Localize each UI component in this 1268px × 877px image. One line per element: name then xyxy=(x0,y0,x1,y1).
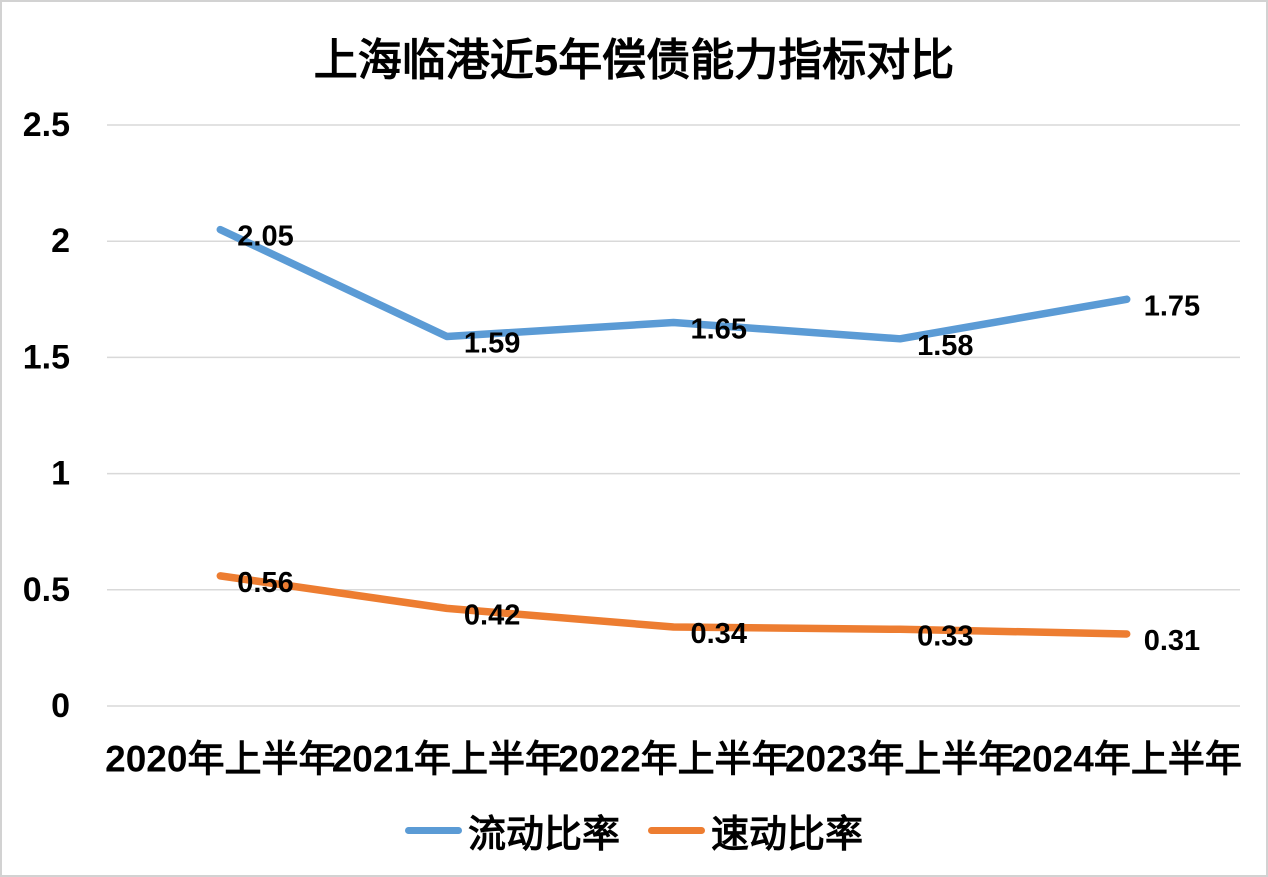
legend-label-current-ratio: 流动比率 xyxy=(467,813,620,856)
data-label-current-ratio: 1.75 xyxy=(1144,290,1200,322)
legend-line-swatch-current-ratio xyxy=(404,826,462,834)
x-axis-label: 2020年上半年 xyxy=(105,739,335,780)
data-label-quick-ratio: 0.31 xyxy=(1144,625,1200,657)
series-line-current-ratio xyxy=(216,225,1131,343)
data-label-quick-ratio: 0.33 xyxy=(917,620,973,652)
x-axis-label: 2022年上半年 xyxy=(558,739,788,780)
data-label-current-ratio: 1.59 xyxy=(464,327,520,359)
series-line-quick-ratio xyxy=(216,572,1131,638)
data-label-current-ratio: 2.05 xyxy=(237,221,293,253)
y-axis-tick-label: 0.5 xyxy=(23,571,70,609)
legend-item-quick-ratio: 速动比率 xyxy=(648,803,863,858)
y-axis-tick-label: 2.5 xyxy=(23,106,70,144)
legend-item-current-ratio: 流动比率 xyxy=(404,803,620,858)
legend-line-swatch-quick-ratio xyxy=(648,826,705,834)
y-axis-tick-label: 0 xyxy=(51,687,70,725)
x-axis-label: 2024年上半年 xyxy=(1012,739,1242,780)
y-axis-tick-label: 1.5 xyxy=(23,338,70,376)
chart-legend: 流动比率 速动比率 xyxy=(2,802,1266,858)
data-label-quick-ratio: 0.34 xyxy=(691,618,747,650)
data-label-current-ratio: 1.58 xyxy=(917,330,973,362)
x-axis-label: 2023年上半年 xyxy=(785,739,1015,780)
y-axis-tick-label: 1 xyxy=(51,455,70,493)
legend-label-quick-ratio: 速动比率 xyxy=(711,813,864,856)
data-label-quick-ratio: 0.42 xyxy=(464,599,520,631)
chart-title: 上海临港近5年偿债能力指标对比 xyxy=(313,36,955,85)
data-label-current-ratio: 1.65 xyxy=(691,314,747,346)
x-axis-label: 2021年上半年 xyxy=(332,739,562,780)
y-axis-tick-label: 2 xyxy=(51,222,70,260)
data-label-quick-ratio: 0.56 xyxy=(237,567,293,599)
